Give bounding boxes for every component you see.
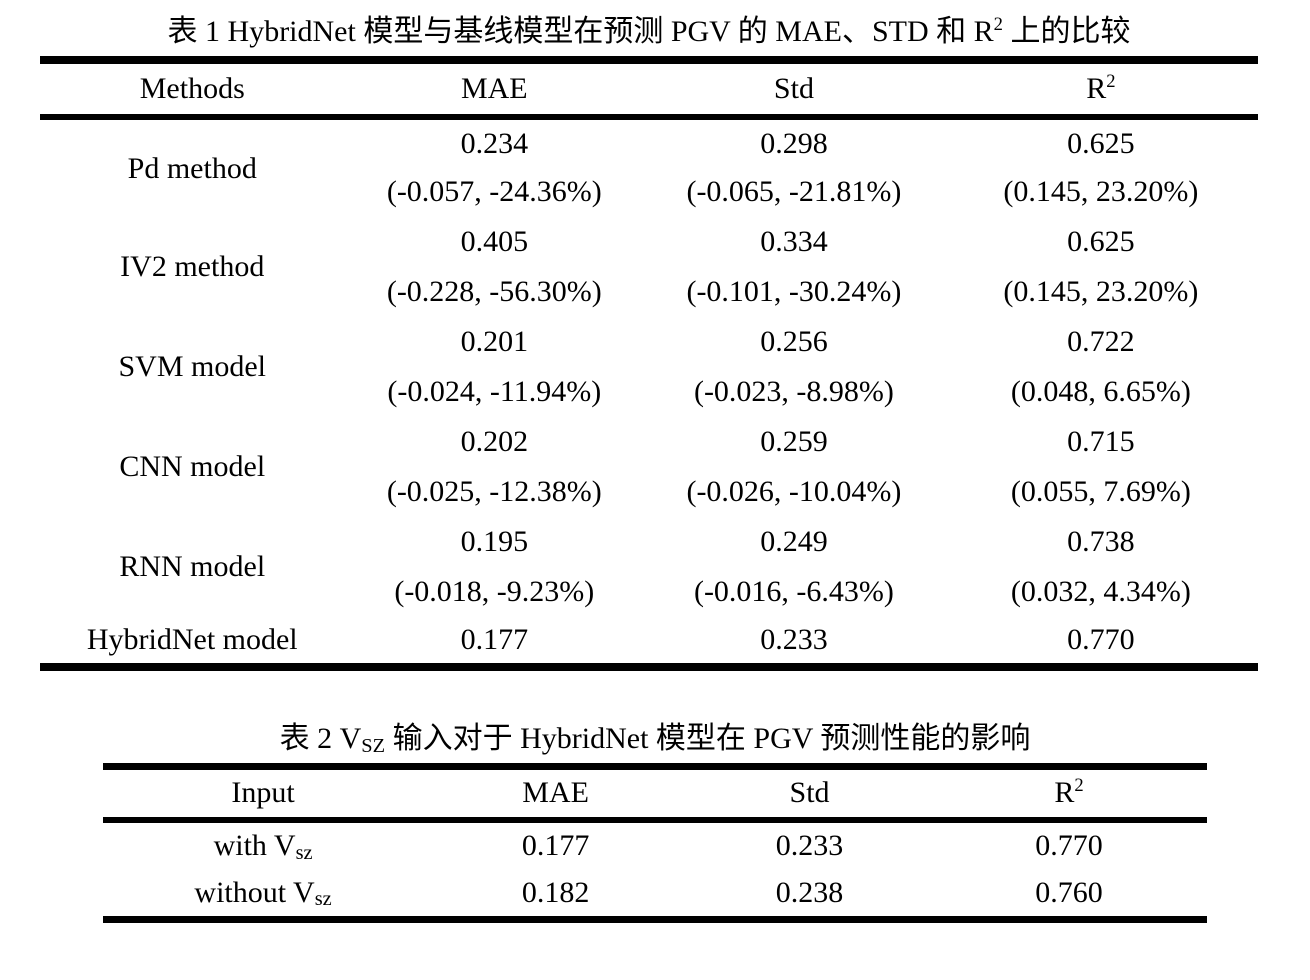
input-label: with Vsz xyxy=(103,820,423,870)
r2-delta: (0.048, 6.65%) xyxy=(1010,375,1191,408)
std-delta: (-0.026, -10.04%) xyxy=(686,475,902,508)
table2-header-std: Std xyxy=(789,776,830,810)
mae-value: 0.405 xyxy=(460,225,529,258)
table-row-delta: (-0.018, -9.23%) (-0.016, -6.43%) (0.032… xyxy=(40,567,1258,617)
r2-delta: (0.055, 7.69%) xyxy=(1010,475,1191,508)
mae-value: 0.182 xyxy=(521,875,590,909)
table-row-delta: (-0.228, -56.30%) (-0.101, -30.24%) (0.1… xyxy=(40,267,1258,317)
mae-delta: (-0.057, -24.36%) xyxy=(386,175,602,208)
r2-value: 0.625 xyxy=(1067,225,1135,258)
table-row: Pd method 0.234 0.298 0.625 xyxy=(40,117,1258,185)
table2-header-r2-base: R xyxy=(1054,776,1075,810)
table2-header-input: Input xyxy=(231,776,295,810)
r2-delta: (0.032, 4.34%) xyxy=(1010,575,1191,608)
std-value: 0.233 xyxy=(760,623,828,656)
table2-header: Input MAE Std R2 xyxy=(103,767,1207,820)
table-row: HybridNet model 0.177 0.233 0.770 xyxy=(40,617,1258,667)
input-label-subscript: sz xyxy=(314,888,332,911)
mae-value: 0.177 xyxy=(460,623,529,656)
table1-header-r2-base: R xyxy=(1086,72,1107,105)
mae-delta: (-0.228, -56.30%) xyxy=(386,275,602,308)
r2-value: 0.625 xyxy=(1067,126,1135,160)
table1-header-row: Methods MAE Std R2 xyxy=(40,60,1258,117)
method-label: CNN model xyxy=(119,450,266,483)
table-row: IV2 method 0.405 0.334 0.625 xyxy=(40,217,1258,283)
input-label: without Vsz xyxy=(103,870,423,920)
table1-header-std: Std xyxy=(773,72,814,105)
mae-value: 0.177 xyxy=(521,829,590,862)
r2-value: 0.715 xyxy=(1067,425,1135,458)
r2-value: 0.738 xyxy=(1067,525,1135,558)
method-label: HybridNet model xyxy=(86,623,298,656)
table-row: RNN model 0.195 0.249 0.738 xyxy=(40,517,1258,583)
r2-delta: (0.145, 23.20%) xyxy=(1003,275,1199,308)
input-label-text: with V xyxy=(213,829,296,862)
table1-caption: 表 1 HybridNet 模型与基线模型在预测 PGV 的 MAE、STD 和… xyxy=(40,12,1258,52)
table-row: CNN model 0.202 0.259 0.715 xyxy=(40,417,1258,483)
table-row-delta: (-0.057, -24.36%) (-0.065, -21.81%) (0.1… xyxy=(40,167,1258,217)
r2-delta: (0.145, 23.20%) xyxy=(1003,175,1199,208)
table2-caption-subscript: SZ xyxy=(361,734,386,757)
std-value: 0.298 xyxy=(760,126,828,160)
table1-header-r2-sup: 2 xyxy=(1106,71,1116,92)
std-value: 0.259 xyxy=(760,425,828,458)
input-label-subscript: sz xyxy=(295,841,313,864)
mae-value: 0.195 xyxy=(460,525,529,558)
table-row-delta: (-0.025, -12.38%) (-0.026, -10.04%) (0.0… xyxy=(40,467,1258,517)
input-label-text: without V xyxy=(194,875,315,909)
r2-value: 0.722 xyxy=(1067,325,1135,358)
std-delta: (-0.023, -8.98%) xyxy=(693,375,894,408)
table-row: SVM model 0.201 0.256 0.722 xyxy=(40,317,1258,383)
table1-caption-superscript: 2 xyxy=(993,14,1003,35)
table1-header-r2: R2 xyxy=(944,60,1258,117)
table2-header-r2: R2 xyxy=(931,767,1207,820)
table2-header-row: Input MAE Std R2 xyxy=(103,767,1207,820)
mae-value: 0.201 xyxy=(460,325,529,358)
table1-header-mae: MAE xyxy=(460,72,528,105)
std-value: 0.233 xyxy=(775,829,844,862)
table1-caption-text-suffix: 上的比较 xyxy=(1002,15,1131,48)
table-row-delta: (-0.024, -11.94%) (-0.023, -8.98%) (0.04… xyxy=(40,367,1258,417)
std-delta: (-0.065, -21.81%) xyxy=(686,175,902,208)
table1-header-methods: Methods xyxy=(139,72,245,105)
std-value: 0.334 xyxy=(760,225,828,258)
table-row: without Vsz 0.182 0.238 0.760 xyxy=(103,870,1207,920)
mae-delta: (-0.025, -12.38%) xyxy=(386,475,602,508)
mae-value: 0.234 xyxy=(460,126,529,160)
std-delta: (-0.101, -30.24%) xyxy=(686,275,902,308)
method-label: SVM model xyxy=(118,350,266,383)
r2-value: 0.770 xyxy=(1035,829,1103,862)
table2-caption: 表 2 VSZ 输入对于 HybridNet 模型在 PGV 预测性能的影响 xyxy=(103,719,1207,759)
table2-header-mae: MAE xyxy=(522,776,589,810)
table1-comparison: Methods MAE Std R2 Pd method 0.234 0.298… xyxy=(40,56,1258,671)
std-delta: (-0.016, -6.43%) xyxy=(693,575,894,608)
table1-header: Methods MAE Std R2 xyxy=(40,60,1258,117)
mae-value: 0.202 xyxy=(460,425,529,458)
mae-delta: (-0.018, -9.23%) xyxy=(394,575,595,608)
r2-value: 0.760 xyxy=(1035,875,1103,909)
r2-value: 0.770 xyxy=(1067,623,1135,656)
table-row: with Vsz 0.177 0.233 0.770 xyxy=(103,820,1207,870)
std-value: 0.238 xyxy=(775,875,844,909)
table2-caption-text: 表 2 V xyxy=(279,722,362,755)
table1-caption-text: 表 1 HybridNet 模型与基线模型在预测 PGV 的 MAE、STD 和… xyxy=(167,15,994,48)
method-label: IV2 method xyxy=(120,250,265,283)
method-label: Pd method xyxy=(127,151,257,185)
table2-vsz-ablation: Input MAE Std R2 with Vsz 0.177 0.233 0.… xyxy=(103,763,1207,923)
table2-caption-text-suffix: 输入对于 HybridNet 模型在 PGV 预测性能的影响 xyxy=(385,722,1031,755)
table2-header-r2-sup: 2 xyxy=(1074,775,1084,797)
mae-delta: (-0.024, -11.94%) xyxy=(387,375,602,408)
method-label: RNN model xyxy=(119,550,266,583)
std-value: 0.249 xyxy=(760,525,828,558)
std-value: 0.256 xyxy=(760,325,828,358)
